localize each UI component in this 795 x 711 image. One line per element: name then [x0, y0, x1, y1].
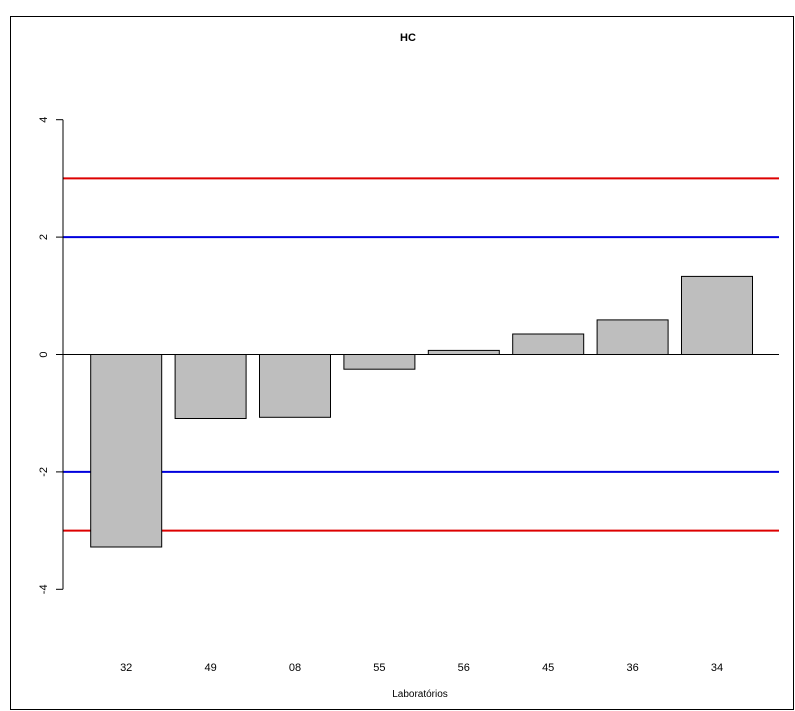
x-tick-label: 56 — [458, 662, 470, 674]
bar — [343, 354, 416, 370]
x-tick-label: 32 — [120, 662, 132, 674]
x-tick-label: 45 — [542, 662, 554, 674]
x-tick-labels: 32 49 08 55 56 45 36 34 — [120, 662, 723, 674]
bar — [512, 333, 585, 355]
bar — [90, 354, 163, 548]
x-tick-label: 34 — [711, 662, 723, 674]
y-tick-label: -4 — [38, 584, 50, 594]
bar — [259, 354, 331, 418]
bar — [596, 319, 669, 355]
y-tick-label: 4 — [38, 117, 50, 123]
x-axis-label: Laboratórios — [392, 689, 448, 700]
bar — [681, 275, 753, 355]
reference-lines — [63, 177, 779, 532]
chart-title: HC — [400, 32, 416, 44]
x-tick-label: 08 — [289, 662, 301, 674]
y-tick-label: -2 — [38, 467, 50, 477]
x-tick-label: 49 — [204, 662, 216, 674]
y-tick-label: 0 — [38, 351, 50, 357]
y-tick-label: 2 — [38, 234, 50, 240]
bars — [90, 275, 753, 548]
bar — [427, 349, 500, 355]
x-tick-label: 36 — [626, 662, 638, 674]
page-header-strip — [0, 0, 795, 16]
bar — [174, 354, 247, 419]
x-tick-label: 55 — [373, 662, 385, 674]
y-axis: -4 -2 0 2 4 — [38, 117, 64, 594]
